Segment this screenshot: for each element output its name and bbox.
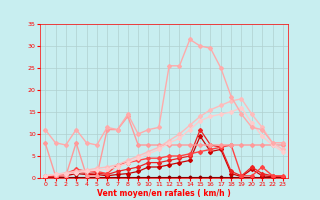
X-axis label: Vent moyen/en rafales ( km/h ): Vent moyen/en rafales ( km/h )	[97, 189, 231, 198]
